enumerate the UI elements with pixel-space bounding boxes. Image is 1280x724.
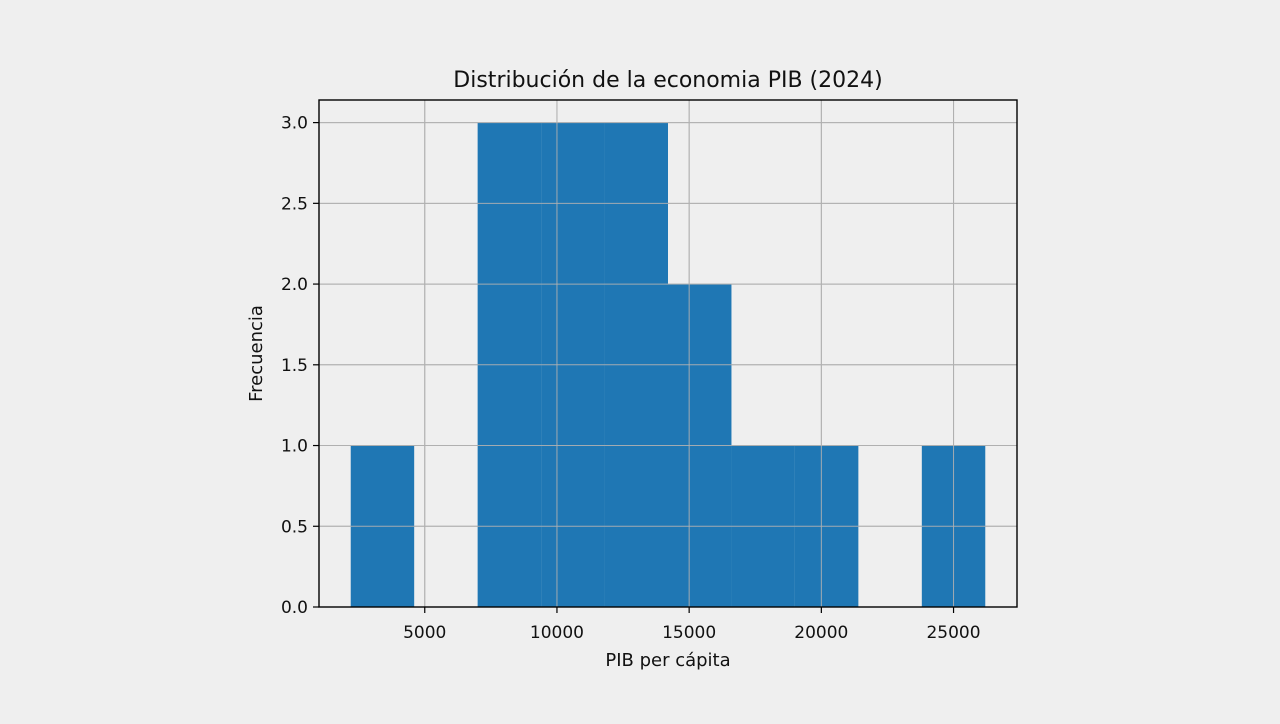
y-tick-label: 2.0 [281, 275, 308, 295]
y-tick-label: 2.5 [281, 194, 308, 214]
x-tick-label: 15000 [662, 623, 716, 643]
y-axis-label: Frecuencia [246, 305, 267, 402]
y-tick-label: 0.5 [281, 517, 308, 537]
y-tick-label: 0.0 [281, 598, 308, 618]
x-tick-label: 10000 [530, 623, 584, 643]
x-tick-label: 5000 [403, 623, 446, 643]
ticks-layer: 5000 10000 15000 20000 25000 0.0 0.5 1.0 1.5 2.0 2… [281, 114, 981, 643]
x-tick-label: 20000 [794, 623, 848, 643]
x-axis-label: PIB per cápita [605, 650, 730, 671]
y-tick-label: 1.5 [281, 356, 308, 376]
x-tick-label: 25000 [926, 623, 980, 643]
chart-title: Distribución de la economia PIB (2024) [453, 68, 882, 93]
bars-layer [319, 100, 1017, 608]
y-tick-label: 3.0 [281, 114, 308, 134]
y-tick-label: 1.0 [281, 437, 308, 457]
plot-frame [318, 99, 1018, 608]
